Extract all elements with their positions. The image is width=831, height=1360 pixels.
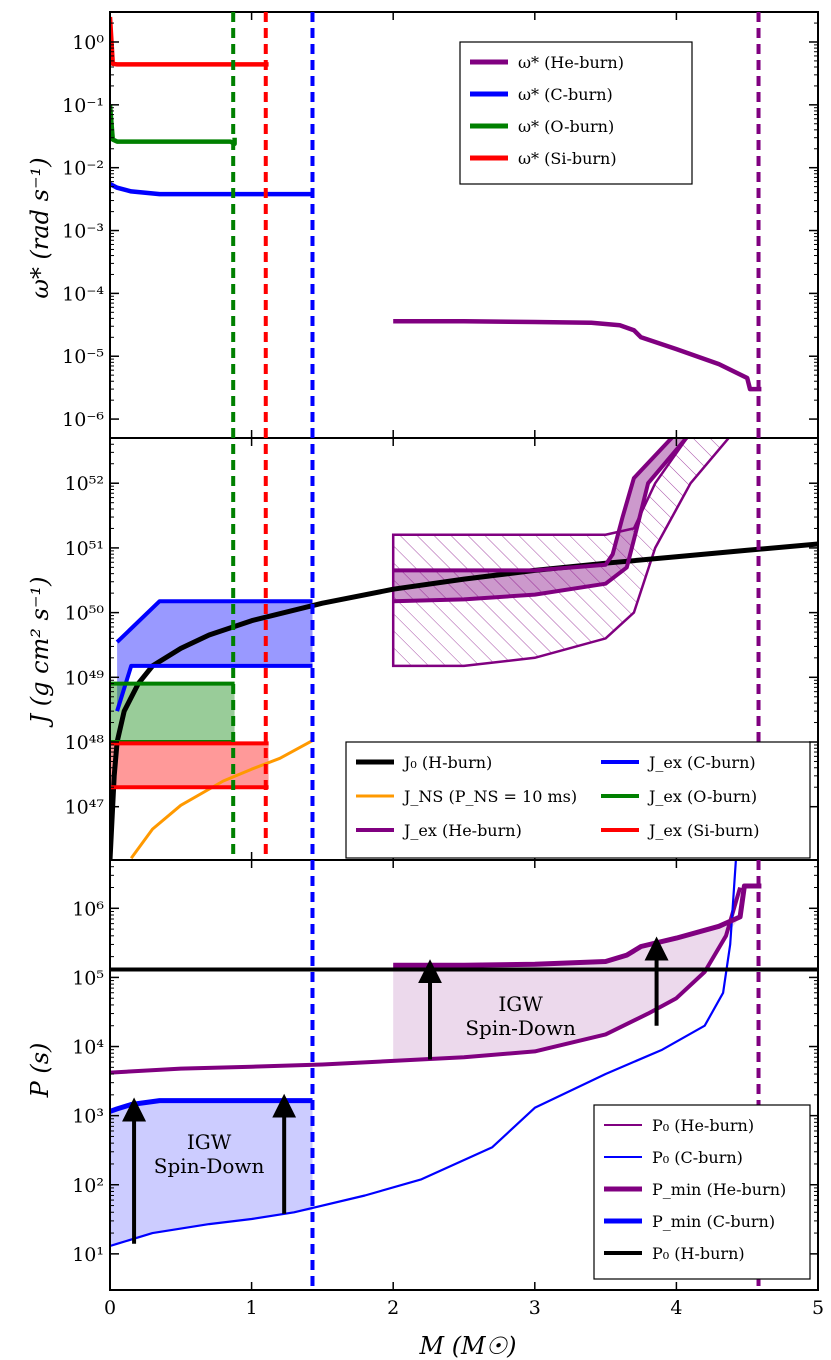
c-burn-band xyxy=(117,601,313,712)
top-ylabel: ω* (rad s⁻¹) xyxy=(26,157,54,298)
legend-top-label: ω* (Si-burn) xyxy=(518,149,617,168)
middle-ytick-label: 10⁴⁹ xyxy=(65,667,105,689)
bottom-series-p-he-burn- xyxy=(110,886,743,1075)
xtick-label: 4 xyxy=(670,1297,682,1319)
middle-ytick-label: 10⁴⁸ xyxy=(65,732,105,754)
xtick-label: 5 xyxy=(812,1297,824,1319)
bottom-series-p-min-he-burn- xyxy=(393,883,762,968)
bottom-ytick-label: 10² xyxy=(72,1175,104,1197)
bottom-series-p-c-burn- xyxy=(110,860,737,1248)
legend-bottom: P₀ (He-burn) P₀ (C-burn) P_min (He-burn) P_… xyxy=(593,1104,811,1280)
top-series-c-burn- xyxy=(110,182,313,197)
si-burn-band xyxy=(110,743,269,788)
legend-middle-label: J_ex (Si-burn) xyxy=(647,821,759,840)
middle-series-j-ex-he-burn-lower xyxy=(393,438,689,604)
middle-ytick-label: 10⁵¹ xyxy=(65,538,104,560)
bottom-xlabel: M (M☉) xyxy=(418,1332,516,1360)
o-burn-band xyxy=(110,683,235,742)
top-ytick-label: 10⁻⁵ xyxy=(62,346,104,368)
legend-middle-label: J_NS (P_NS = 10 ms) xyxy=(402,787,577,806)
top-ytick-label: 10⁻³ xyxy=(62,221,104,243)
middle-series-j-ex-c-burn-lower xyxy=(115,663,313,712)
legend-bottom-label: P₀ (H-burn) xyxy=(652,1244,745,1263)
middle-ylabel: J (g cm² s⁻¹) xyxy=(26,576,54,728)
bottom-ylabel: P (s) xyxy=(26,1043,54,1099)
xtick-label: 2 xyxy=(387,1297,399,1319)
top-ytick-label: 10⁰ xyxy=(72,32,104,54)
top-ytick-label: 10⁻¹ xyxy=(62,95,104,117)
top-series-si-burn- xyxy=(110,16,269,67)
bottom-ytick-label: 10¹ xyxy=(72,1244,104,1266)
middle-plot-area xyxy=(110,438,818,860)
middle-series-j-ns-p-ns-10-ms- xyxy=(129,739,314,860)
bottom-frame xyxy=(109,859,819,1291)
legend-top: ω* (He-burn) ω* (C-burn) ω* (O-burn) ω* (Si… xyxy=(459,41,693,185)
panel-middle: 10⁴⁷ 10⁴⁸ 10⁴⁹ 10⁵⁰ 10⁵¹ 10⁵² xyxy=(65,437,819,861)
legend-bottom-label: P_min (He-burn) xyxy=(652,1180,786,1199)
middle-ytick-label: 10⁵⁰ xyxy=(65,603,105,625)
panel-top: 10⁻⁶ 10⁻⁵ 10⁻⁴ 10⁻³ 10⁻² 10⁻¹ 10⁰ xyxy=(62,11,819,439)
bottom-ytick-label: 10⁴ xyxy=(72,1037,104,1059)
bottom-ytick-label: 10³ xyxy=(72,1106,104,1128)
legend-middle-label: J_ex (He-burn) xyxy=(402,821,522,840)
xtick-label: 3 xyxy=(529,1297,541,1319)
annotation-igw-0: IGW xyxy=(187,1130,232,1154)
top-series-he-burn- xyxy=(393,319,762,392)
legend-middle-label: J_ex (O-burn) xyxy=(647,787,757,806)
panel-bottom: IGWSpin-DownIGWSpin-Down10¹10²10³10⁴10⁵1… xyxy=(72,859,824,1319)
legend-middle-label: J₀ (H-burn) xyxy=(402,753,492,772)
legend-bottom-box xyxy=(593,1104,811,1280)
legend-middle: J₀ (H-burn) J_NS (P_NS = 10 ms) J_ex (He-b… xyxy=(345,741,811,859)
he-burn-hatched-region xyxy=(391,438,731,668)
bottom-ytick-label: 10⁶ xyxy=(72,898,104,920)
legend-bottom-label: P₀ (C-burn) xyxy=(652,1148,743,1167)
top-ytick-label: 10⁻⁶ xyxy=(62,409,104,431)
xtick-label: 0 xyxy=(104,1297,116,1319)
c-burn-spindown-region xyxy=(110,1100,313,1246)
top-ytick-label: 10⁻⁴ xyxy=(62,283,104,305)
annotation-spindown-1: Spin-Down xyxy=(465,1016,576,1040)
middle-series-j-ex-c-burn-upper xyxy=(115,599,313,644)
xtick-label: 1 xyxy=(246,1297,258,1319)
annotation-igw-1: IGW xyxy=(498,992,543,1016)
legend-top-label: ω* (C-burn) xyxy=(518,85,613,104)
top-ytick-label: 10⁻² xyxy=(62,158,104,180)
top-plot-area xyxy=(110,16,762,392)
top-series-o-burn- xyxy=(110,104,237,147)
annotation-spindown-0: Spin-Down xyxy=(154,1154,265,1178)
legend-top-label: ω* (He-burn) xyxy=(518,53,624,72)
legend-top-label: ω* (O-burn) xyxy=(518,117,614,136)
middle-series-j-ex-he-burn-upper xyxy=(393,438,675,573)
bottom-ytick-label: 10⁵ xyxy=(72,967,104,989)
legend-middle-label: J_ex (C-burn) xyxy=(647,753,756,772)
middle-ytick-label: 10⁵² xyxy=(65,473,104,495)
legend-bottom-label: P₀ (He-burn) xyxy=(652,1116,754,1135)
legend-bottom-label: P_min (C-burn) xyxy=(652,1212,775,1231)
legend-middle-box xyxy=(345,741,811,859)
middle-ytick-label: 10⁴⁷ xyxy=(65,797,105,819)
